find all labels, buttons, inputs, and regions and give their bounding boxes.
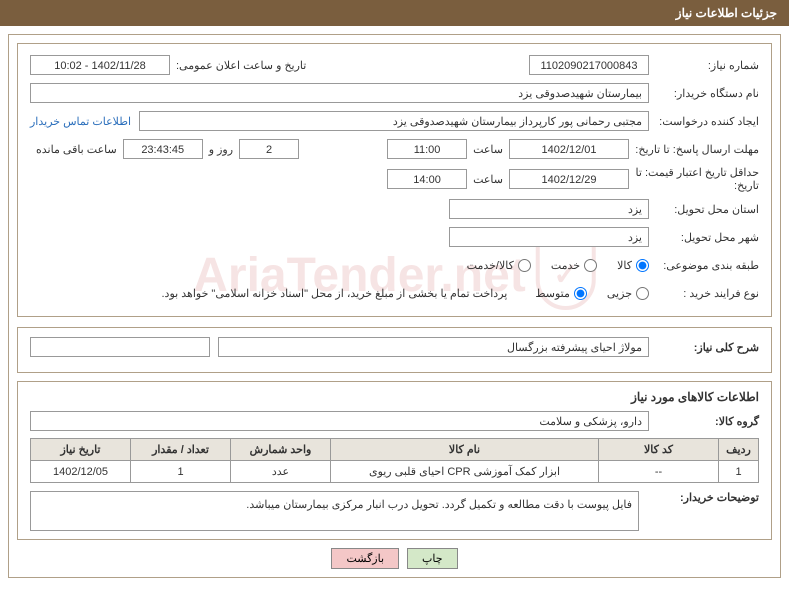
time-label-2: ساعت — [473, 173, 503, 186]
goods-group-value: دارو، پزشکی و سلامت — [30, 411, 649, 431]
general-desc-panel: شرح کلی نیاز: مولاژ احیای پیشرفته بزرگسا… — [17, 327, 772, 373]
time-label-1: ساعت — [473, 143, 503, 156]
td-unit: عدد — [231, 461, 331, 483]
footer-buttons: چاپ بازگشت — [17, 548, 772, 569]
details-panel: شماره نیاز: 1102090217000843 تاریخ و ساع… — [17, 43, 772, 317]
city-label: شهر محل تحویل: — [649, 231, 759, 244]
buyer-label: نام دستگاه خریدار: — [649, 87, 759, 100]
goods-group-label: گروه کالا: — [649, 415, 759, 428]
category-radios: کالا خدمت کالا/خدمت — [451, 259, 649, 272]
validity-time: 14:00 — [387, 169, 467, 189]
goods-table: ردیف کد کالا نام کالا واحد شمارش تعداد /… — [30, 438, 759, 483]
need-no-value: 1102090217000843 — [529, 55, 649, 75]
back-button[interactable]: بازگشت — [331, 548, 399, 569]
radio-partial[interactable] — [636, 287, 649, 300]
td-name: ابزار کمک آموزشی CPR احیای قلبی ریوی — [331, 461, 599, 483]
province-value: یزد — [449, 199, 649, 219]
days-label: روز و — [209, 143, 233, 156]
validity-label: حداقل تاریخ اعتبار قیمت: تا تاریخ: — [629, 166, 759, 192]
main-panel: شماره نیاز: 1102090217000843 تاریخ و ساع… — [8, 34, 781, 578]
deadline-date: 1402/12/01 — [509, 139, 629, 159]
payment-note: پرداخت تمام یا بخشی از مبلغ خرید، از محل… — [162, 287, 508, 300]
buyer-notes-text: فایل پیوست با دقت مطالعه و تکمیل گردد. ت… — [30, 491, 639, 531]
td-code: -- — [599, 461, 719, 483]
table-header-row: ردیف کد کالا نام کالا واحد شمارش تعداد /… — [31, 439, 759, 461]
row-validity: حداقل تاریخ اعتبار قیمت: تا تاریخ: 1402/… — [30, 166, 759, 192]
requester-label: ایجاد کننده درخواست: — [649, 115, 759, 128]
radio-medium-label[interactable]: متوسط — [535, 287, 587, 300]
radio-both[interactable] — [518, 259, 531, 272]
city-value: یزد — [449, 227, 649, 247]
td-radif: 1 — [719, 461, 759, 483]
page-header: جزئیات اطلاعات نیاز — [0, 0, 789, 26]
process-label: نوع فرایند خرید : — [649, 287, 759, 300]
row-city: شهر محل تحویل: یزد — [30, 226, 759, 248]
radio-goods[interactable] — [636, 259, 649, 272]
buyer-notes-label: توضیحات خریدار: — [649, 491, 759, 504]
row-province: استان محل تحویل: یزد — [30, 198, 759, 220]
th-radif: ردیف — [719, 439, 759, 461]
row-category: طبقه بندی موضوعی: کالا خدمت کالا/خدمت — [30, 254, 759, 276]
th-unit: واحد شمارش — [231, 439, 331, 461]
buyer-value: بیمارستان شهیدصدوقی یزد — [30, 83, 649, 103]
row-general-desc: شرح کلی نیاز: مولاژ احیای پیشرفته بزرگسا… — [30, 336, 759, 358]
general-desc-value: مولاژ احیای پیشرفته بزرگسال — [218, 337, 649, 357]
print-button[interactable]: چاپ — [407, 548, 458, 569]
th-qty: تعداد / مقدار — [131, 439, 231, 461]
row-buyer: نام دستگاه خریدار: بیمارستان شهیدصدوقی ی… — [30, 82, 759, 104]
row-process: نوع فرایند خرید : جزیی متوسط پرداخت تمام… — [30, 282, 759, 304]
announce-label: تاریخ و ساعت اعلان عمومی: — [176, 59, 306, 72]
requester-value: مجتبی رحمانی پور کارپرداز بیمارستان شهید… — [139, 111, 649, 131]
goods-section-title: اطلاعات کالاهای مورد نیاز — [30, 390, 759, 404]
th-name: نام کالا — [331, 439, 599, 461]
td-qty: 1 — [131, 461, 231, 483]
category-label: طبقه بندی موضوعی: — [649, 259, 759, 272]
goods-panel: اطلاعات کالاهای مورد نیاز گروه کالا: دار… — [17, 381, 772, 540]
radio-both-label[interactable]: کالا/خدمت — [467, 259, 531, 272]
hours-remaining: 23:43:45 — [123, 139, 203, 159]
radio-partial-label[interactable]: جزیی — [607, 287, 649, 300]
row-need-no: شماره نیاز: 1102090217000843 تاریخ و ساع… — [30, 54, 759, 76]
announce-value: 1402/11/28 - 10:02 — [30, 55, 170, 75]
buyer-contact-link[interactable]: اطلاعات تماس خریدار — [30, 115, 131, 128]
days-remaining: 2 — [239, 139, 299, 159]
process-radios: جزیی متوسط — [519, 287, 649, 300]
radio-medium[interactable] — [574, 287, 587, 300]
remaining-label: ساعت باقی مانده — [36, 143, 117, 156]
general-desc-label: شرح کلی نیاز: — [649, 341, 759, 354]
td-date: 1402/12/05 — [31, 461, 131, 483]
need-no-label: شماره نیاز: — [649, 59, 759, 72]
buyer-notes-row: توضیحات خریدار: فایل پیوست با دقت مطالعه… — [30, 491, 759, 531]
deadline-time: 11:00 — [387, 139, 467, 159]
row-requester: ایجاد کننده درخواست: مجتبی رحمانی پور کا… — [30, 110, 759, 132]
deadline-label: مهلت ارسال پاسخ: تا تاریخ: — [629, 143, 759, 156]
th-code: کد کالا — [599, 439, 719, 461]
general-desc-extra — [30, 337, 210, 357]
radio-goods-label[interactable]: کالا — [617, 259, 649, 272]
row-deadline: مهلت ارسال پاسخ: تا تاریخ: 1402/12/01 سا… — [30, 138, 759, 160]
table-row: 1 -- ابزار کمک آموزشی CPR احیای قلبی ریو… — [31, 461, 759, 483]
th-date: تاریخ نیاز — [31, 439, 131, 461]
page-title: جزئیات اطلاعات نیاز — [676, 6, 777, 20]
radio-service[interactable] — [584, 259, 597, 272]
province-label: استان محل تحویل: — [649, 203, 759, 216]
radio-service-label[interactable]: خدمت — [551, 259, 597, 272]
validity-date: 1402/12/29 — [509, 169, 629, 189]
row-goods-group: گروه کالا: دارو، پزشکی و سلامت — [30, 410, 759, 432]
